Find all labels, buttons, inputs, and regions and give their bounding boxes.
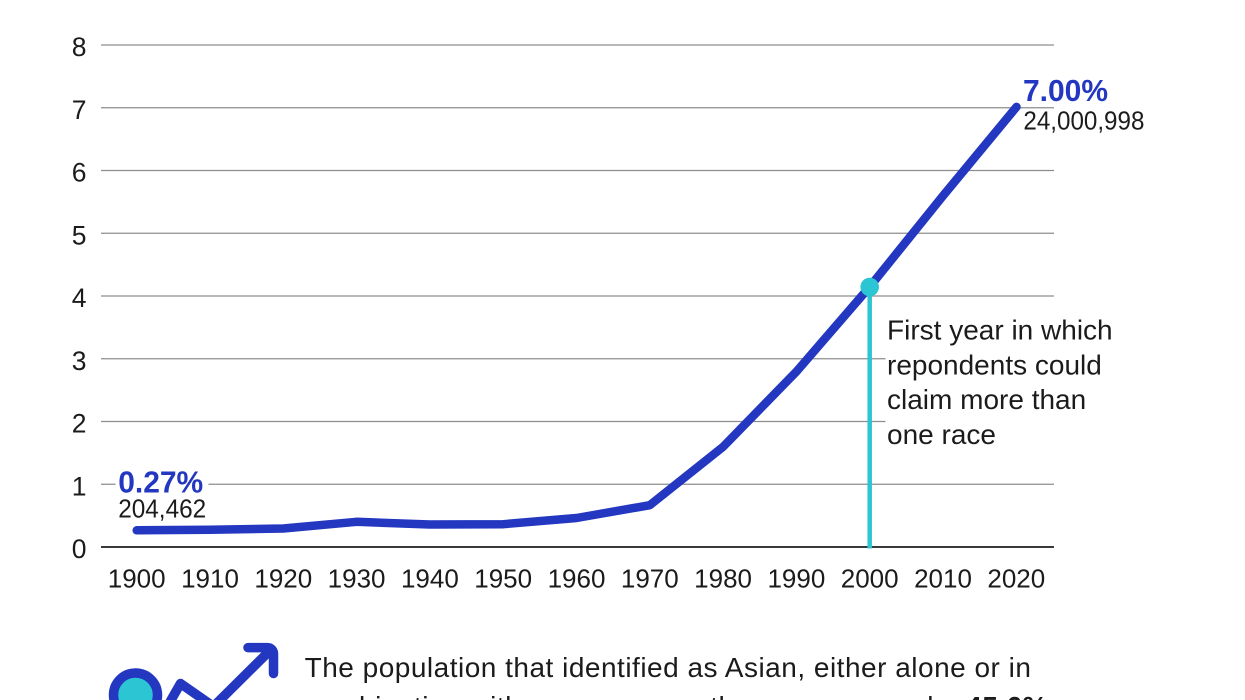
svg-text:1930: 1930	[328, 564, 386, 594]
svg-text:1: 1	[72, 471, 87, 501]
svg-text:2020: 2020	[987, 564, 1045, 594]
svg-text:combination with one or more o: combination with one or more other races…	[305, 691, 1048, 700]
svg-text:1940: 1940	[401, 564, 459, 594]
svg-text:6: 6	[72, 158, 87, 188]
svg-text:repondents could: repondents could	[887, 349, 1102, 380]
svg-text:one race: one race	[887, 419, 996, 450]
svg-text:1900: 1900	[108, 564, 166, 594]
svg-text:3: 3	[72, 346, 87, 376]
svg-text:7: 7	[72, 95, 87, 125]
svg-text:0.27%: 0.27%	[118, 465, 203, 499]
svg-text:204,462: 204,462	[118, 496, 206, 524]
svg-text:8: 8	[72, 32, 87, 62]
svg-text:2: 2	[72, 409, 87, 439]
svg-text:1960: 1960	[548, 564, 606, 594]
svg-text:The population that identified: The population that identified as Asian,…	[305, 652, 1032, 683]
svg-text:1920: 1920	[254, 564, 312, 594]
svg-text:7.00%: 7.00%	[1023, 74, 1108, 108]
svg-text:First year in which: First year in which	[887, 315, 1113, 346]
svg-text:5: 5	[72, 220, 87, 250]
svg-text:4: 4	[72, 283, 87, 313]
svg-text:2010: 2010	[914, 564, 972, 594]
svg-text:0: 0	[72, 534, 87, 564]
svg-text:1990: 1990	[767, 564, 825, 594]
svg-text:claim more than: claim more than	[887, 384, 1086, 415]
svg-text:1970: 1970	[621, 564, 679, 594]
svg-text:24,000,998: 24,000,998	[1023, 108, 1144, 136]
svg-text:2000: 2000	[841, 564, 899, 594]
svg-text:1980: 1980	[694, 564, 752, 594]
svg-text:1950: 1950	[474, 564, 532, 594]
svg-text:1910: 1910	[181, 564, 239, 594]
